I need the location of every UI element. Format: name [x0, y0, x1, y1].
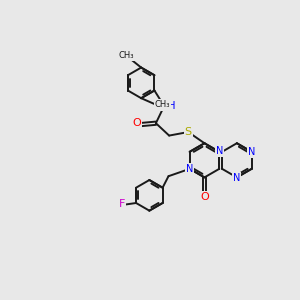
Text: N: N: [216, 146, 223, 157]
Text: F: F: [119, 200, 125, 209]
Text: S: S: [185, 127, 192, 137]
Text: N: N: [233, 173, 241, 183]
Text: NH: NH: [160, 100, 176, 110]
Text: N: N: [186, 164, 193, 174]
Text: N: N: [248, 147, 256, 157]
Text: O: O: [200, 191, 209, 202]
Text: CH₃: CH₃: [119, 51, 134, 60]
Text: CH₃: CH₃: [154, 100, 170, 109]
Text: O: O: [132, 118, 141, 128]
